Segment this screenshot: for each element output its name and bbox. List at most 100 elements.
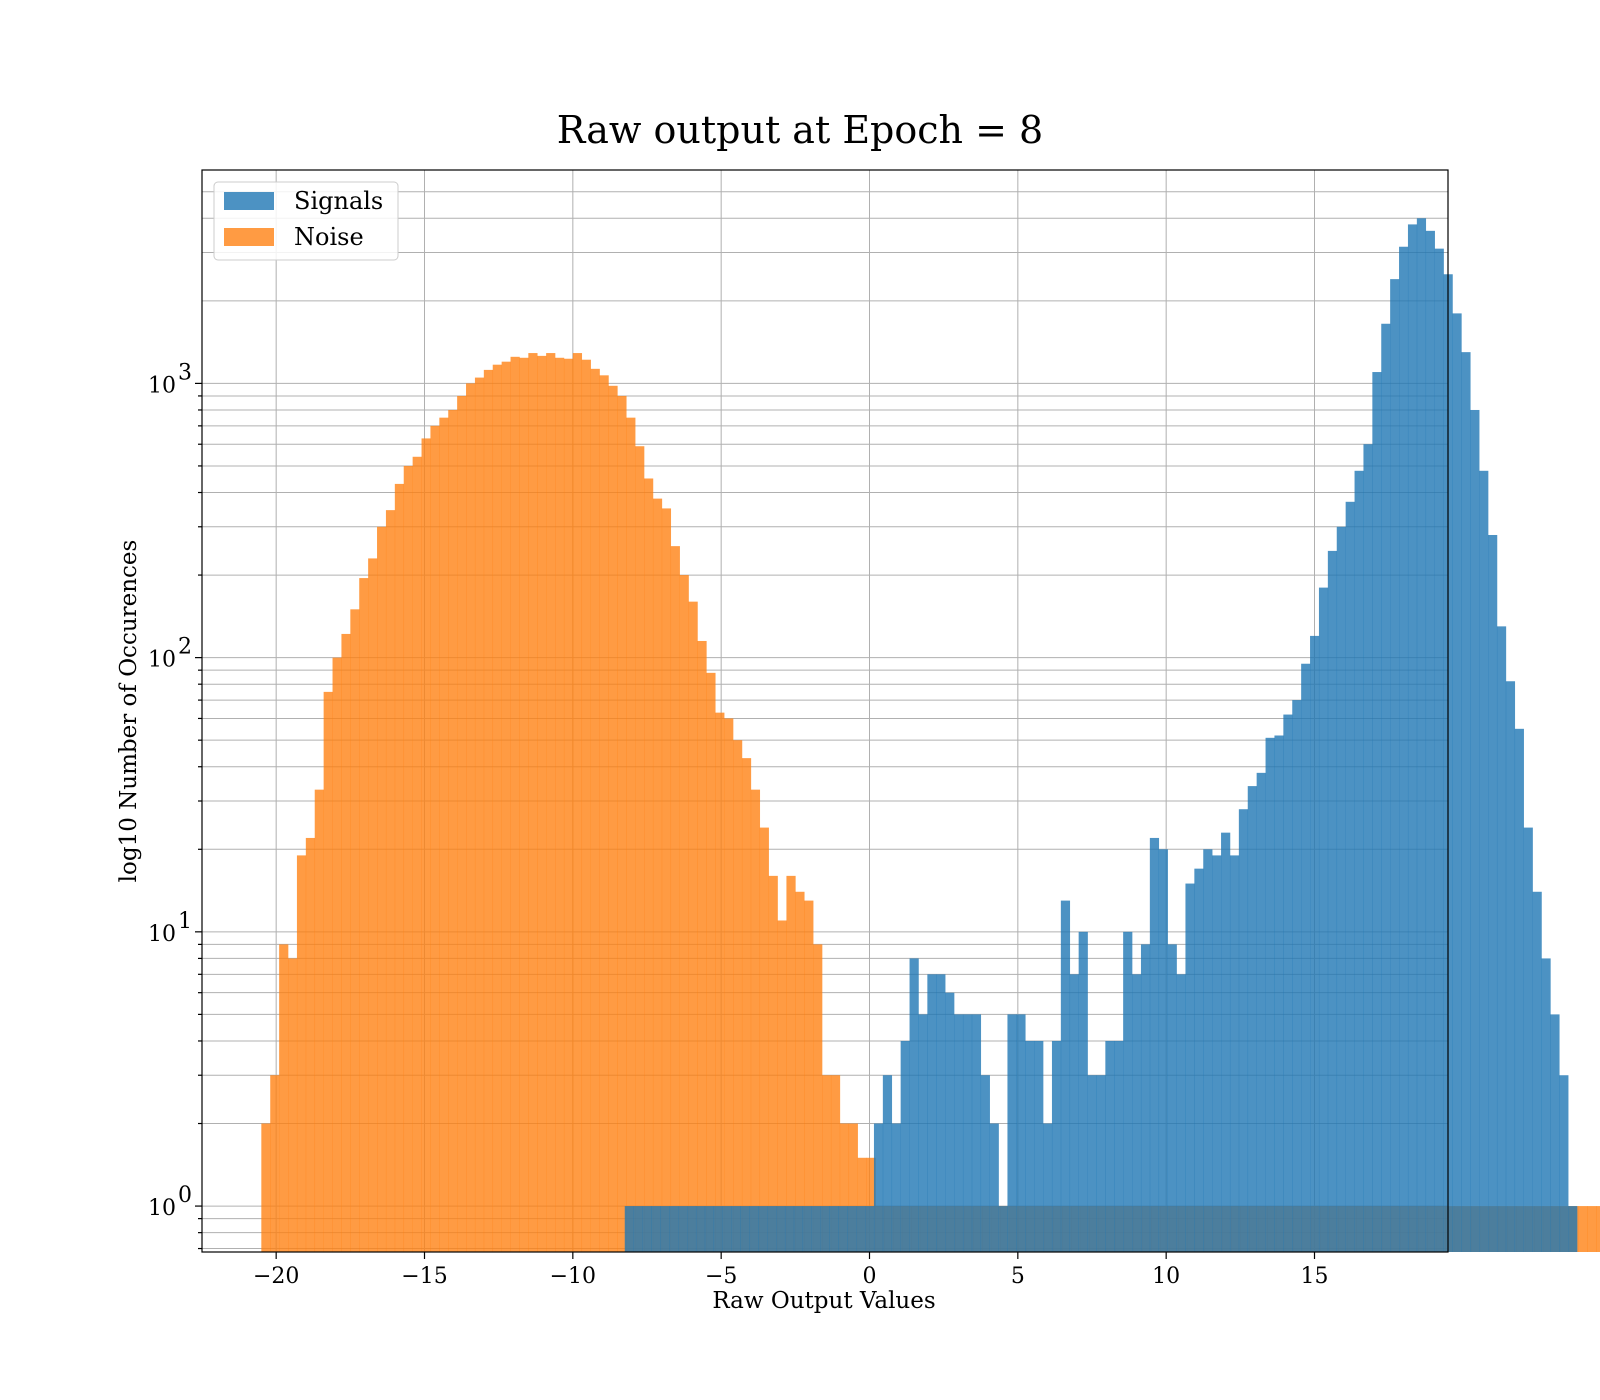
noise-bar bbox=[715, 712, 725, 1252]
signal-bar bbox=[704, 1206, 715, 1252]
noise-bar bbox=[848, 1123, 858, 1252]
signal-bar bbox=[900, 1040, 910, 1252]
signal-bar bbox=[1238, 809, 1249, 1252]
chart-title: Raw output at Epoch = 8 bbox=[557, 108, 1043, 152]
signal-bar bbox=[1416, 218, 1427, 1252]
noise-bar bbox=[795, 891, 805, 1252]
signal-bar bbox=[1114, 1040, 1124, 1252]
noise-bar bbox=[412, 456, 422, 1252]
signal-bar bbox=[1425, 230, 1435, 1253]
noise-bar bbox=[804, 900, 814, 1252]
noise-bar bbox=[492, 364, 502, 1252]
noise-bar bbox=[510, 356, 520, 1252]
noise-bar bbox=[697, 640, 707, 1252]
noise-bar bbox=[483, 369, 494, 1252]
signal-bar bbox=[1176, 974, 1186, 1252]
noise-bar bbox=[617, 395, 627, 1252]
signal-bar bbox=[945, 992, 955, 1252]
y-tick-exponent: 1 bbox=[178, 909, 192, 934]
signal-bar bbox=[1470, 409, 1480, 1253]
signal-bar bbox=[1345, 501, 1355, 1252]
noise-bar bbox=[759, 827, 769, 1252]
noise-bar bbox=[572, 353, 583, 1252]
signal-bar bbox=[1149, 837, 1160, 1252]
noise-bar bbox=[830, 1075, 841, 1252]
signal-bar bbox=[776, 1206, 786, 1252]
signal-bar bbox=[1523, 827, 1533, 1252]
signal-bar bbox=[1016, 1014, 1026, 1252]
noise-bar bbox=[457, 395, 467, 1252]
signal-bar bbox=[891, 1123, 901, 1252]
noise-bar bbox=[555, 357, 565, 1252]
signal-bar bbox=[909, 958, 919, 1252]
noise-bar bbox=[857, 1157, 867, 1252]
signal-bar bbox=[954, 1014, 964, 1252]
noise-bar bbox=[563, 358, 574, 1252]
signal-bar bbox=[1247, 786, 1257, 1252]
signal-bar bbox=[1043, 1123, 1053, 1252]
signal-bar bbox=[838, 1206, 848, 1252]
signal-bar bbox=[1336, 526, 1346, 1252]
signal-bar bbox=[1265, 737, 1275, 1252]
signal-bar bbox=[1229, 855, 1240, 1252]
signal-bar bbox=[1096, 1075, 1106, 1252]
signal-bar bbox=[1274, 735, 1284, 1252]
noise-bar bbox=[314, 789, 324, 1252]
noise-bar bbox=[341, 633, 351, 1252]
signal-bar bbox=[1132, 974, 1142, 1252]
noise-bar bbox=[466, 383, 476, 1252]
noise-bar bbox=[279, 944, 289, 1252]
signal-bar bbox=[1399, 246, 1409, 1253]
signal-bar bbox=[731, 1206, 741, 1252]
noise-bar bbox=[786, 875, 796, 1252]
signal-bar bbox=[829, 1206, 839, 1252]
signal-bar bbox=[882, 1075, 893, 1252]
y-tick-label: 10 bbox=[148, 922, 176, 947]
noise-bar bbox=[261, 1123, 271, 1252]
signal-bar bbox=[695, 1206, 706, 1252]
noise-bar bbox=[1587, 1206, 1597, 1252]
noise-bar bbox=[394, 483, 405, 1252]
signal-bar bbox=[651, 1206, 661, 1252]
signal-bar bbox=[660, 1206, 670, 1252]
noise-bar bbox=[332, 657, 342, 1252]
noise-bar bbox=[501, 361, 511, 1252]
signal-bar bbox=[749, 1206, 759, 1252]
x-tick-label: 10 bbox=[1152, 1264, 1180, 1289]
noise-bar bbox=[359, 578, 369, 1252]
noise-bar bbox=[706, 672, 716, 1252]
noise-bar bbox=[724, 718, 734, 1252]
noise-bar bbox=[679, 575, 689, 1252]
signal-bar bbox=[927, 974, 937, 1252]
signal-bar bbox=[1488, 534, 1498, 1252]
signal-bar bbox=[811, 1206, 821, 1252]
y-tick-exponent: 3 bbox=[178, 360, 192, 385]
signal-bar bbox=[1550, 1014, 1560, 1252]
legend-label-noise: Noise bbox=[294, 223, 364, 251]
signal-bar bbox=[642, 1206, 652, 1252]
noise-bar bbox=[1596, 1206, 1600, 1252]
signal-bar bbox=[1532, 891, 1542, 1252]
noise-bar bbox=[733, 740, 743, 1252]
y-tick-exponent: 2 bbox=[178, 635, 192, 660]
noise-bar bbox=[813, 944, 823, 1252]
signal-bar bbox=[1292, 700, 1302, 1252]
signal-bar bbox=[918, 1014, 928, 1252]
signal-bar bbox=[1123, 931, 1133, 1252]
y-tick-label: 10 bbox=[148, 373, 176, 398]
noise-bar bbox=[590, 368, 600, 1253]
signal-bar bbox=[1221, 832, 1231, 1252]
signal-bar bbox=[784, 1206, 795, 1252]
signal-bar bbox=[1158, 849, 1168, 1252]
noise-bar bbox=[1578, 1206, 1588, 1252]
signal-bar bbox=[1327, 550, 1338, 1252]
noise-bar bbox=[519, 357, 529, 1252]
noise-bar bbox=[652, 498, 663, 1252]
noise-bar bbox=[288, 958, 298, 1252]
legend: Signals Noise bbox=[213, 181, 399, 261]
noise-bar bbox=[581, 359, 591, 1253]
signal-bar bbox=[1505, 681, 1516, 1252]
noise-bar bbox=[768, 875, 778, 1252]
noise-bar bbox=[839, 1123, 850, 1252]
